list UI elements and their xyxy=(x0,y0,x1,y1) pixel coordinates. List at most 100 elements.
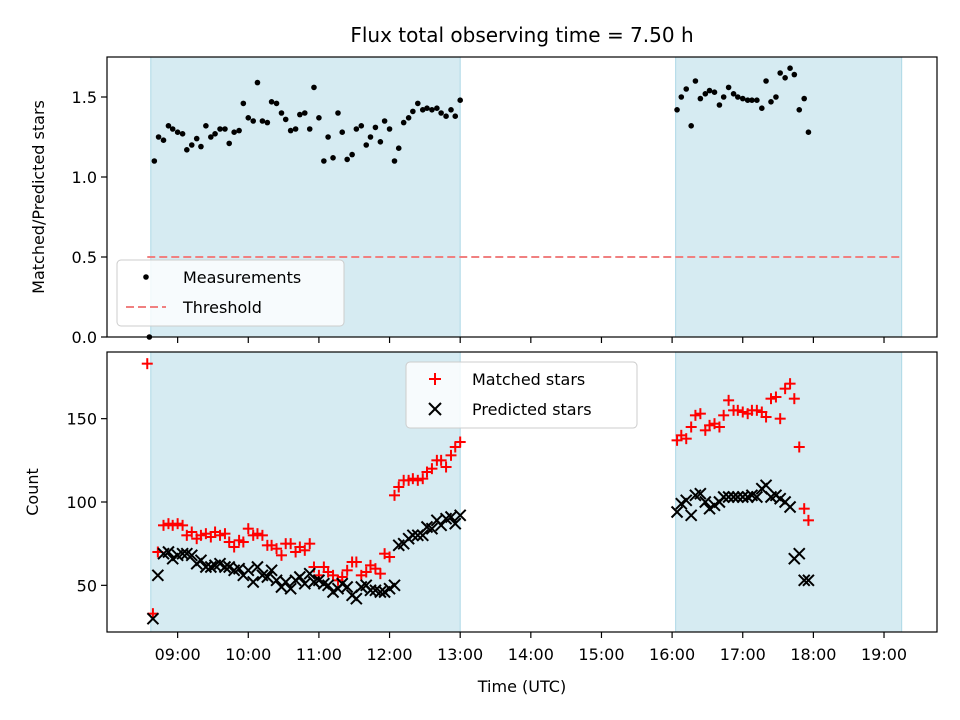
top-y-tick-label: 1.5 xyxy=(72,88,97,107)
measurement-point xyxy=(448,107,454,113)
predicted-star-point xyxy=(783,500,797,514)
predicted-star-point xyxy=(741,490,754,504)
bottom-axes-frame xyxy=(106,351,938,633)
predicted-stars-points xyxy=(146,479,815,625)
top-y-axis-label: Matched/Predicted stars xyxy=(29,100,48,294)
measurement-point xyxy=(311,84,317,91)
top-y-ticks: 0.0 0.5 1.0 1.5 xyxy=(72,88,107,347)
measurement-point xyxy=(165,123,172,129)
predicted-star-point xyxy=(717,490,730,504)
measurement-point xyxy=(377,139,384,145)
predicted-star-point xyxy=(750,490,764,504)
matched-star-point xyxy=(704,419,716,431)
bottom-x-tick-label: 17:00 xyxy=(720,645,766,664)
measurement-point xyxy=(801,95,807,102)
legend-measurements-label: Measurements xyxy=(183,268,301,287)
measurement-point xyxy=(335,110,341,116)
legend-matched-label: Matched stars xyxy=(472,370,585,389)
measurement-point xyxy=(424,105,430,111)
predicted-star-point xyxy=(293,570,307,584)
bottom-shaded-region xyxy=(675,351,903,633)
predicted-star-point xyxy=(694,487,707,500)
top-legend: Measurements Threshold xyxy=(116,259,345,327)
matched-star-point xyxy=(426,463,438,475)
measurement-point xyxy=(306,126,313,132)
measurement-point xyxy=(353,126,360,132)
predicted-star-point xyxy=(204,560,218,574)
predicted-star-point xyxy=(727,490,740,504)
measurement-point xyxy=(372,124,379,131)
predicted-star-point xyxy=(364,584,377,597)
matched-star-point xyxy=(271,543,283,555)
bottom-x-tick-label: 13:00 xyxy=(437,645,483,664)
measurement-point xyxy=(400,119,407,126)
measurement-point xyxy=(358,123,365,129)
predicted-star-point xyxy=(680,494,693,507)
measurement-point xyxy=(349,151,355,158)
measurement-point xyxy=(316,115,322,121)
predicted-star-point xyxy=(151,569,165,582)
matched-star-point xyxy=(718,409,730,421)
measurement-point xyxy=(692,78,699,84)
measurement-point xyxy=(773,94,779,100)
measurement-point xyxy=(434,105,440,111)
matched-star-point xyxy=(388,489,400,501)
figure-title: Flux total observing time = 7.50 h xyxy=(350,23,693,47)
measurement-point xyxy=(282,116,289,123)
matched-star-point xyxy=(713,421,725,433)
predicted-star-point xyxy=(406,529,420,542)
predicted-star-point xyxy=(284,582,297,595)
matched-star-point xyxy=(751,404,763,416)
measurement-point xyxy=(697,95,704,102)
predicted-star-point xyxy=(350,592,363,605)
matched-star-point xyxy=(214,529,226,541)
measurement-point xyxy=(782,75,788,81)
bottom-x-tick-label: 14:00 xyxy=(508,645,554,664)
measurement-point xyxy=(212,131,218,137)
bottom-y-tick-label: 100 xyxy=(66,493,97,512)
measurement-point xyxy=(321,158,327,164)
matched-star-point xyxy=(802,514,814,526)
matched-star-point xyxy=(219,528,231,540)
measurement-point xyxy=(678,94,685,100)
legend-predicted-marker xyxy=(428,402,442,416)
measurement-point xyxy=(184,147,190,153)
measurement-point xyxy=(777,70,783,76)
predicted-star-point xyxy=(722,490,735,504)
matched-star-point xyxy=(251,528,263,540)
matched-star-point xyxy=(784,378,796,390)
bottom-x-tick-label: 09:00 xyxy=(155,645,201,664)
bottom-x-tick-label: 16:00 xyxy=(649,645,695,664)
measurement-point xyxy=(457,97,463,103)
matched-star-point xyxy=(779,383,791,395)
matched-star-point xyxy=(798,503,810,515)
measurement-point xyxy=(203,123,209,129)
predicted-star-point xyxy=(759,479,773,492)
matched-star-point xyxy=(412,474,424,486)
measurement-point xyxy=(754,97,760,103)
measurement-point xyxy=(720,94,727,100)
predicted-star-point xyxy=(303,567,316,580)
measurement-point xyxy=(706,87,713,94)
measurement-point xyxy=(155,134,162,140)
bottom-y-tick-label: 150 xyxy=(66,410,97,429)
measurement-point xyxy=(179,131,186,137)
bottom-x-tick-label: 19:00 xyxy=(861,645,907,664)
measurement-point xyxy=(330,155,336,161)
matched-star-point xyxy=(440,461,452,473)
top-y-tick-label: 0.0 xyxy=(72,328,97,347)
matched-star-point xyxy=(737,406,749,418)
measurement-point xyxy=(438,110,444,116)
matched-star-point xyxy=(384,551,396,563)
predicted-star-point xyxy=(265,564,278,577)
matched-star-point xyxy=(793,441,805,453)
matched-star-point xyxy=(195,529,207,541)
matched-star-point xyxy=(369,563,381,575)
measurement-point xyxy=(268,99,275,105)
measurement-point xyxy=(711,89,718,95)
predicted-star-point xyxy=(321,579,335,592)
bottom-x-tick-label: 15:00 xyxy=(578,645,624,664)
measurement-point xyxy=(245,115,252,121)
matched-star-point xyxy=(454,436,466,448)
legend-matched-marker xyxy=(429,373,441,385)
